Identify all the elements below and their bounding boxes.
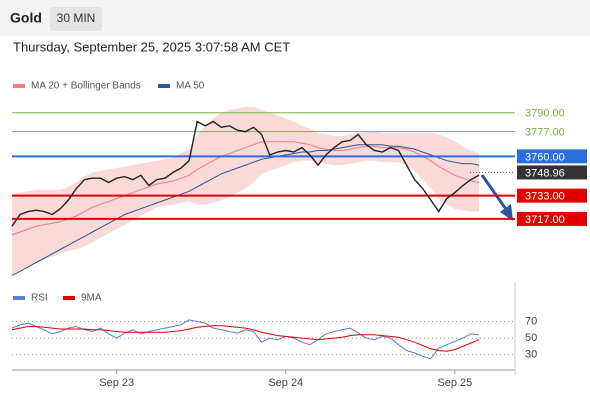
price-line <box>11 120 480 227</box>
level-label: 3733.00 <box>525 191 565 203</box>
series-line <box>11 319 480 360</box>
legend-label: 9MA <box>81 293 102 304</box>
instrument: Gold <box>10 10 42 26</box>
level-label: 3748.96 <box>525 167 565 179</box>
x-tick-label: Sep 24 <box>268 377 303 389</box>
level-label-bg <box>517 211 587 226</box>
series-line <box>11 325 480 352</box>
y-tick-label: 50 <box>525 332 537 344</box>
level-label: 3717.00 <box>525 214 565 226</box>
legend-label: RSI <box>31 293 48 304</box>
legend-label: MA 50 <box>176 81 205 92</box>
timeframe-chip[interactable] <box>50 7 102 31</box>
series-line <box>11 141 480 236</box>
y-tick-label: 30 <box>525 349 537 361</box>
legend-swatch <box>13 84 25 88</box>
timeframe: 30 MIN <box>57 11 96 25</box>
level-label-bg <box>517 165 587 180</box>
arrow-shaft <box>480 174 510 213</box>
x-tick-label: Sep 23 <box>99 377 134 389</box>
y-tick-label: 70 <box>525 315 537 327</box>
series-line <box>11 144 480 277</box>
level-label-bg <box>517 188 587 203</box>
legend-swatch <box>63 296 75 300</box>
arrow-head <box>500 204 513 221</box>
level-label: 3777.00 <box>525 127 565 139</box>
x-tick-label: Sep 25 <box>437 377 472 389</box>
legend-swatch <box>158 84 170 88</box>
level-label: 3790.00 <box>525 108 565 120</box>
bollinger-band <box>12 106 479 276</box>
legend-swatch <box>13 296 25 300</box>
level-label: 3760.00 <box>525 151 565 163</box>
level-label-bg <box>517 149 587 164</box>
legend-label: MA 20 + Bollinger Bands <box>31 81 141 92</box>
timestamp: Thursday, September 25, 2025 3:07:58 AM … <box>13 39 290 54</box>
